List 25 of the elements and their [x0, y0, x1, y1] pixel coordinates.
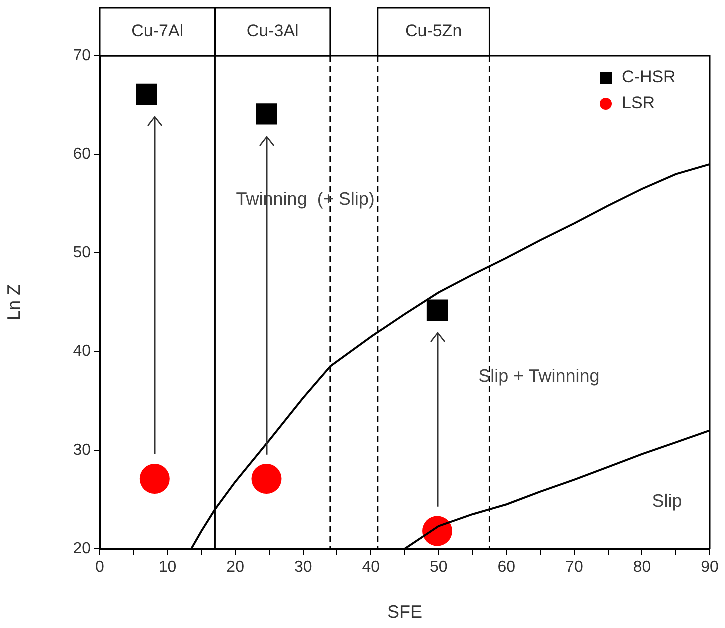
y-tick-label: 30	[73, 442, 92, 459]
y-tick-label: 20	[73, 540, 92, 558]
text: Cu-7Al	[132, 22, 184, 41]
x-tick-label: 80	[633, 559, 652, 576]
text: Cu-5Zn	[405, 22, 462, 41]
x-tick-label: 10	[158, 559, 177, 576]
y-tick-label: 60	[73, 146, 92, 164]
y-tick-label: 70	[73, 47, 92, 64]
legend-label: LSR	[622, 94, 656, 113]
y-axis-title: Ln Z	[4, 284, 24, 321]
text: Cu-3Al	[246, 22, 299, 41]
x-tick-label: 20	[226, 559, 245, 576]
x-tick-label: 0	[96, 559, 105, 576]
legend-label: C-HSR	[622, 68, 676, 87]
x-tick-label: 50	[430, 559, 448, 576]
x-tick-label: 90	[701, 559, 719, 576]
x-tick-label: 30	[294, 559, 312, 576]
x-axis-title: SFE	[387, 602, 423, 622]
annotation: Slip + Twinning	[478, 366, 600, 386]
x-tick-label: 40	[362, 559, 380, 576]
x-tick-label: 60	[498, 559, 516, 576]
y-tick-label: 40	[73, 343, 92, 360]
annotation: Slip	[652, 491, 682, 512]
y-tick-label: 50	[73, 244, 92, 262]
x-tick-label: 70	[566, 559, 584, 576]
